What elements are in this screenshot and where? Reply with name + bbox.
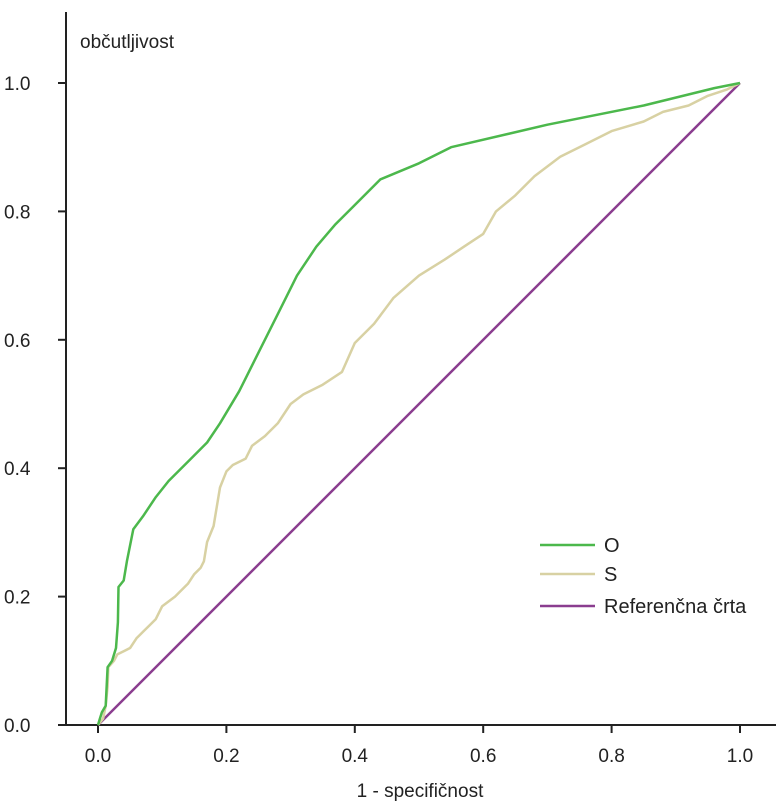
y-tick-label: 0.0 bbox=[4, 716, 30, 737]
y-tick-label: 1.0 bbox=[4, 74, 30, 95]
y-tick-label: 0.6 bbox=[4, 331, 30, 352]
y-ticks: 0.0 0.2 0.4 0.6 0.8 1.0 bbox=[4, 74, 66, 737]
series-layer bbox=[96, 81, 741, 726]
x-tick-label: 0.4 bbox=[342, 746, 369, 767]
x-axis-title: 1 - specifičnost bbox=[357, 781, 484, 802]
series-line-0 bbox=[96, 81, 741, 726]
legend-label-2: Referenčna črta bbox=[604, 596, 747, 618]
legend-label-0: O bbox=[604, 535, 620, 557]
y-tick-label: 0.4 bbox=[4, 459, 31, 480]
x-tick-label: 0.2 bbox=[213, 746, 239, 767]
x-tick-label: 0.0 bbox=[85, 746, 111, 767]
axes: 0.0 0.2 0.4 0.6 0.8 1.0 0.0 0.2 0.4 0.6 0.8 1.0 bbox=[4, 12, 776, 767]
x-tick-label: 0.8 bbox=[598, 746, 624, 767]
x-tick-label: 0.6 bbox=[470, 746, 496, 767]
series-line-2 bbox=[97, 82, 741, 726]
legend: OS Referenčna črta bbox=[540, 535, 747, 618]
series-line-1 bbox=[97, 81, 741, 726]
y-tick-label: 0.2 bbox=[4, 588, 30, 609]
y-axis-title: občutljivost bbox=[80, 32, 175, 53]
x-ticks: 0.0 0.2 0.4 0.6 0.8 1.0 bbox=[85, 725, 753, 767]
y-tick-label: 0.8 bbox=[4, 202, 30, 223]
x-tick-label: 1.0 bbox=[727, 746, 753, 767]
legend-label-1: S bbox=[604, 564, 617, 586]
